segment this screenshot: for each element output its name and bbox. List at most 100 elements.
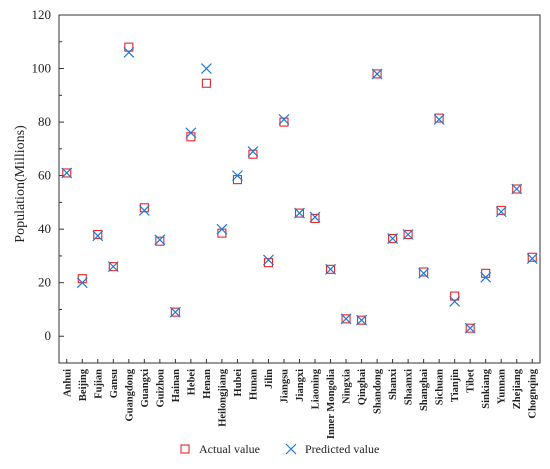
- actual-point: [170, 307, 180, 317]
- predicted-point: [340, 313, 352, 325]
- predicted-point: [511, 183, 523, 195]
- predicted-point: [371, 68, 383, 80]
- x-tick-label: Tianjin: [450, 369, 461, 402]
- y-axis: 0 20 40 60 80 100 120: [32, 7, 64, 343]
- actual-point: [279, 117, 289, 127]
- actual-point: [248, 149, 258, 159]
- x-tick-label: Yunnan: [497, 369, 508, 404]
- predicted-point: [216, 223, 228, 235]
- x-tick-label: Shaanxi: [404, 369, 415, 405]
- predicted-point: [464, 322, 476, 334]
- x-tick-label: Shandong: [373, 368, 384, 414]
- x-tick-label: Henan: [202, 369, 213, 399]
- actual-point: [139, 203, 149, 213]
- predicted-point: [356, 314, 367, 326]
- predicted-point: [309, 211, 321, 223]
- actual-point: [419, 267, 429, 277]
- predicted-point: [232, 170, 243, 182]
- x-tick-label: Hubei: [233, 369, 244, 397]
- predicted-point: [278, 113, 290, 125]
- legend-item-predicted: Predicted value: [285, 442, 379, 456]
- predicted-point: [387, 233, 399, 244]
- legend-label-actual: Actual value: [199, 442, 260, 456]
- actual-point: [403, 229, 413, 240]
- y-tick-label: 120: [32, 7, 52, 22]
- x-tick-label: Guangdong: [124, 368, 135, 421]
- predicted-point: [263, 254, 274, 266]
- x-tick-label: Sichuan: [435, 369, 446, 405]
- predicted-point: [76, 277, 88, 289]
- predicted-point: [495, 206, 507, 218]
- actual-point: [201, 78, 211, 88]
- predicted-point: [200, 63, 212, 74]
- x-tick-label: Liaoning: [311, 368, 322, 409]
- legend-item-actual: Actual value: [180, 442, 260, 456]
- predicted-point: [247, 146, 259, 157]
- actual-point: [217, 228, 227, 238]
- actual-point: [294, 208, 305, 218]
- x-tick-label: Inner Mongolia: [326, 368, 337, 439]
- legend-label-predicted: Predicted value: [305, 442, 379, 456]
- y-tick-label: 40: [38, 221, 51, 236]
- plot-area: [58, 14, 541, 364]
- actual-point: [341, 314, 351, 324]
- x-tick-label: Jilin: [264, 369, 275, 389]
- actual-point: [62, 168, 72, 178]
- actual-point: [512, 184, 522, 194]
- predicted-point: [526, 253, 538, 265]
- predicted-point: [418, 267, 430, 279]
- x-tick-label: Zhejiang: [512, 368, 523, 409]
- x-tick-label: Shanxi: [388, 369, 399, 400]
- predicted-point: [433, 113, 445, 125]
- actual-point: [388, 233, 398, 244]
- actual-point: [232, 175, 242, 185]
- predicted-point: [402, 229, 414, 240]
- x-tick-label: Jiangxi: [295, 369, 306, 402]
- actual-point: [93, 229, 103, 240]
- x-tick-label: Guangxi: [140, 369, 151, 408]
- actual-point: [77, 274, 87, 284]
- x-tick-label: Hunan: [248, 369, 259, 400]
- predicted-point: [92, 230, 104, 242]
- actual-point: [310, 213, 320, 223]
- y-tick-label: 100: [32, 61, 52, 76]
- actual-point: [527, 252, 537, 262]
- actual-point: [496, 205, 506, 215]
- actual-point: [372, 69, 382, 79]
- actual-point: [465, 323, 475, 333]
- actual-point: [108, 262, 118, 272]
- x-tick-label: Gansu: [109, 369, 120, 398]
- y-tick-label: 0: [45, 328, 52, 343]
- x-axis: Anhui Beijing Fujian Gansu Guangdong Guangxi G…: [62, 359, 539, 439]
- y-tick-label: 20: [38, 275, 51, 290]
- actual-point: [186, 132, 196, 142]
- actual-point: [263, 258, 274, 268]
- x-tick-label: Hainan: [171, 369, 182, 402]
- y-axis-label: Population(Millions): [13, 125, 28, 243]
- predicted-point: [61, 167, 73, 179]
- x-tick-label: Sinkiang: [481, 368, 492, 408]
- predicted-point: [123, 47, 135, 58]
- predicted-point: [107, 261, 119, 273]
- data-marks: [61, 42, 538, 334]
- y-tick-label: 60: [38, 168, 51, 183]
- x-tick-label: Beijing: [78, 368, 89, 401]
- x-tick-label: Guizhou: [155, 369, 166, 408]
- predicted-point: [185, 127, 197, 139]
- x-tick-label: Fujian: [93, 369, 104, 399]
- plot-border: [58, 14, 541, 364]
- predicted-point: [154, 234, 166, 246]
- predicted-point: [480, 271, 492, 283]
- predicted-point: [138, 204, 150, 216]
- x-tick-label: Chognqing: [528, 368, 539, 418]
- predicted-point: [325, 263, 336, 275]
- legend-square-marker: [180, 444, 190, 454]
- actual-point: [155, 236, 165, 246]
- actual-point: [434, 113, 444, 123]
- actual-point: [124, 42, 134, 52]
- x-tick-label: Qinghai: [357, 369, 368, 405]
- actual-point: [325, 264, 336, 274]
- x-tick-label: Jiangsu: [279, 369, 290, 404]
- x-tick-label: Shanghai: [419, 369, 430, 411]
- actual-point: [357, 315, 367, 325]
